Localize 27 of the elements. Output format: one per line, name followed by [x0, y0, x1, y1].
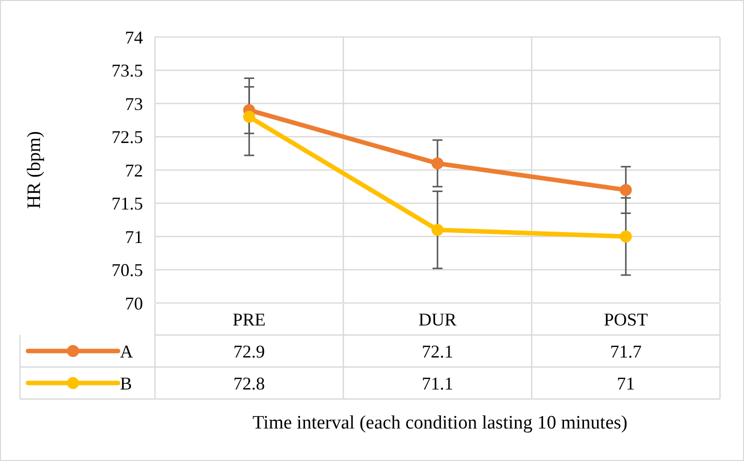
data-label: 72.8: [233, 373, 265, 394]
x-tick-label: DUR: [418, 309, 457, 330]
legend-label: B: [120, 373, 132, 394]
point: [620, 230, 632, 242]
data-label: 72.9: [233, 341, 265, 362]
y-tick-label: 74: [125, 27, 143, 48]
y-tick-label: 70: [125, 293, 143, 314]
y-tick-label: 73: [125, 94, 143, 114]
point: [432, 157, 444, 170]
y-tick-label: 73.5: [112, 60, 143, 81]
y-tick-label: 71.5: [112, 194, 143, 214]
y-tick-label: 71: [125, 226, 143, 247]
y-tick-label: 72: [125, 160, 143, 180]
data-label: 71.7: [610, 341, 642, 362]
y-tick-label: 70.5: [112, 260, 143, 280]
point: [432, 224, 444, 236]
x-axis-title: Time interval (each condition lasting 10 minutes): [252, 412, 628, 434]
point: [620, 184, 632, 196]
x-tick-label: POST: [604, 309, 648, 330]
data-label: 71.1: [422, 373, 454, 394]
y-axis-title: HR (bpm): [24, 131, 45, 209]
x-tick-label: PRE: [232, 309, 266, 330]
data-label: 71: [616, 373, 635, 394]
legend-label: A: [120, 341, 133, 362]
data-label: 72.1: [422, 341, 454, 362]
y-tick-label: 72.5: [112, 127, 143, 148]
point: [243, 110, 256, 123]
